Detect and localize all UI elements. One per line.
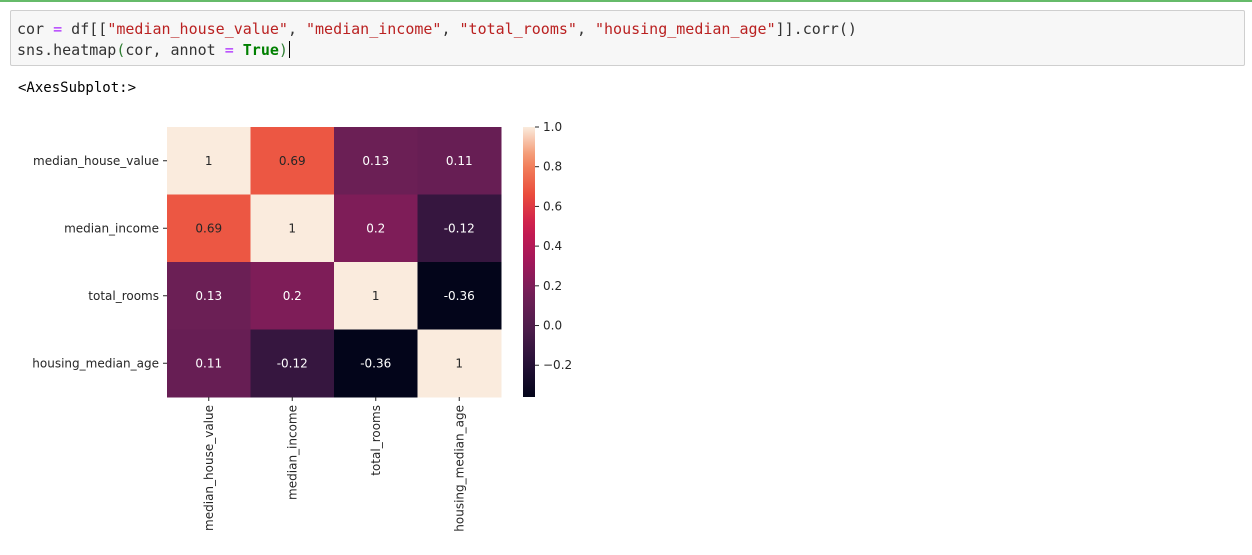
colorbar-tick-label: 1.0 xyxy=(543,120,562,134)
heatmap-cell xyxy=(417,194,502,263)
colorbar-tick-label: 0.8 xyxy=(543,160,562,174)
cell-annotation: 0.13 xyxy=(362,154,389,168)
y-tick-label: housing_median_age xyxy=(32,356,159,370)
code-token: "median_income" xyxy=(306,20,442,38)
code-token: = xyxy=(53,20,63,38)
cell-selection-rule xyxy=(0,0,1252,2)
x-tick-label: total_rooms xyxy=(369,405,383,476)
heatmap-cell xyxy=(250,329,335,398)
cell-annotation: 0.2 xyxy=(366,221,385,235)
code-token: , xyxy=(576,20,595,38)
code-line-1: cor = df[["median_house_value", "median_… xyxy=(17,19,857,39)
heatmap-cell xyxy=(334,262,418,330)
cell-annotation: 1 xyxy=(455,356,463,370)
heatmap-cell xyxy=(334,127,418,195)
cell-annotation: -0.36 xyxy=(444,289,475,303)
colorbar xyxy=(523,127,535,397)
heatmap-cell xyxy=(250,127,335,195)
code-token: , xyxy=(287,20,306,38)
code-token: "median_house_value" xyxy=(107,20,288,38)
x-tick-label: median_income xyxy=(285,405,299,500)
cell-annotation: -0.36 xyxy=(360,356,391,370)
code-token: cor xyxy=(17,20,54,38)
cell-annotation: 0.2 xyxy=(283,289,302,303)
code-token: True xyxy=(242,41,279,59)
heatmap-cell xyxy=(417,262,502,330)
heatmap-cell xyxy=(417,127,502,195)
heatmap-cell xyxy=(417,329,502,398)
y-tick-label: median_income xyxy=(64,221,159,235)
code-token: ]].corr() xyxy=(775,20,857,38)
code-token: "total_rooms" xyxy=(459,20,577,38)
text-cursor xyxy=(288,41,290,58)
heatmap-cell xyxy=(334,194,418,263)
code-token: df[[ xyxy=(62,20,108,38)
cell-annotation: 0.13 xyxy=(195,289,222,303)
colorbar-tick-label: −0.2 xyxy=(543,358,572,372)
heatmap-cell xyxy=(250,262,335,330)
heatmap-cell xyxy=(250,194,335,263)
heatmap-cell xyxy=(167,194,251,263)
colorbar-tick-label: 0.6 xyxy=(543,199,562,213)
code-line-2: sns.heatmap(cor, annot = True) xyxy=(17,40,290,60)
colorbar-tick-label: 0.2 xyxy=(543,279,562,293)
cell-annotation: 1 xyxy=(205,154,213,168)
code-token: , xyxy=(441,20,460,38)
heatmap-cell xyxy=(167,262,251,330)
code-token: ( xyxy=(116,41,126,59)
y-tick-label: median_house_value xyxy=(33,154,159,168)
colorbar-tick-label: 0.0 xyxy=(543,319,562,333)
code-token: sns.heatmap xyxy=(17,41,117,59)
heatmap-cell xyxy=(167,127,251,195)
y-tick-label: total_rooms xyxy=(88,289,159,303)
cell-annotation: 1 xyxy=(372,289,380,303)
code-token: = xyxy=(224,41,234,59)
cell-annotation: -0.12 xyxy=(277,356,308,370)
cell-annotation: 0.69 xyxy=(279,154,306,168)
x-tick-label: median_house_value xyxy=(202,405,216,531)
code-token: ) xyxy=(278,41,288,59)
cell-output-text: <AxesSubplot:> xyxy=(18,80,137,96)
cell-annotation: 0.11 xyxy=(446,154,473,168)
heatmap-cell xyxy=(334,329,418,398)
cell-annotation: 0.11 xyxy=(195,356,222,370)
cell-annotation: 1 xyxy=(288,221,296,235)
code-token: "housing_median_age" xyxy=(595,20,776,38)
heatmap-cell xyxy=(167,329,251,398)
code-token: cor, annot xyxy=(125,41,225,59)
colorbar-tick-label: 0.4 xyxy=(543,239,562,253)
cell-annotation: -0.12 xyxy=(444,221,475,235)
cell-annotation: 0.69 xyxy=(195,221,222,235)
code-cell-input[interactable]: cor = df[["median_house_value", "median_… xyxy=(10,10,1245,66)
x-tick-label: housing_median_age xyxy=(452,405,466,532)
